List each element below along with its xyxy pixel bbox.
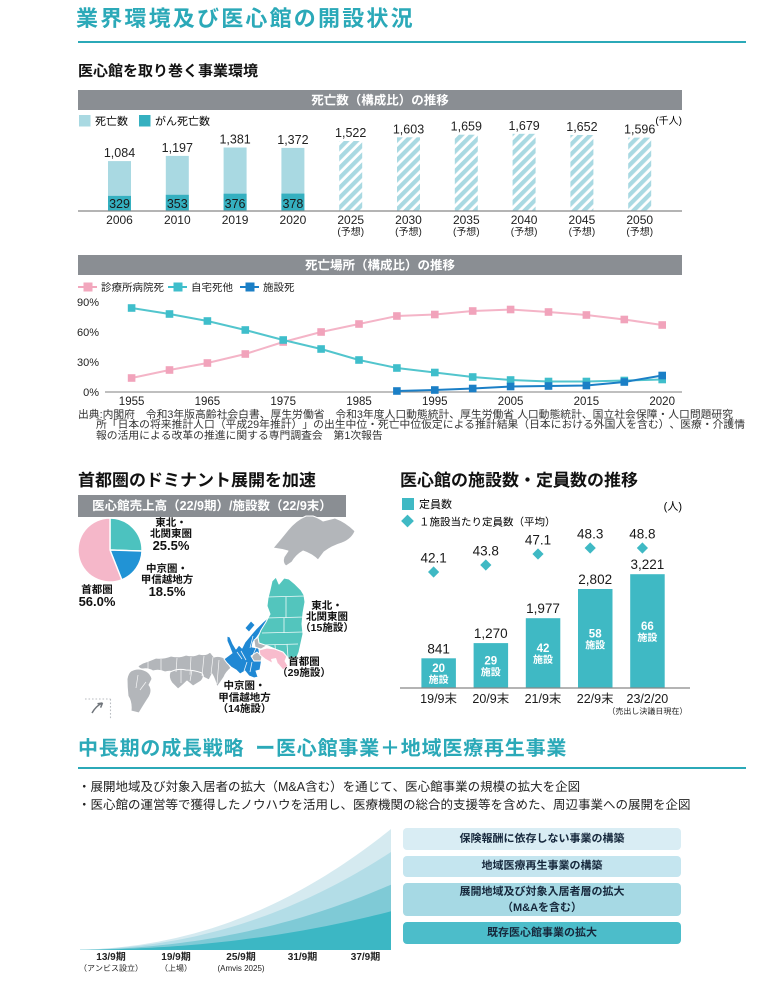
svg-text:1,372: 1,372 <box>277 133 308 147</box>
svg-text:2019: 2019 <box>222 213 249 227</box>
svg-text:20/9末: 20/9末 <box>472 692 509 706</box>
svg-text:自宅死他: 自宅死他 <box>191 282 233 294</box>
svg-text:(千人): (千人) <box>655 115 682 127</box>
svg-text:(予想): (予想) <box>626 226 653 238</box>
svg-text:30%: 30% <box>77 357 99 369</box>
svg-text:2015: 2015 <box>574 396 600 408</box>
svg-text:（売出し決議日現在）: （売出し決議日現在） <box>607 707 687 716</box>
svg-text:48.8: 48.8 <box>629 526 655 541</box>
svg-text:29: 29 <box>484 656 497 668</box>
svg-text:(予想): (予想) <box>511 226 538 238</box>
svg-text:施設: 施設 <box>481 667 501 679</box>
svg-text:90%: 90% <box>77 297 99 309</box>
svg-text:58: 58 <box>589 629 602 641</box>
svg-text:施設: 施設 <box>429 674 449 686</box>
svg-text:がん死亡数: がん死亡数 <box>155 115 210 128</box>
svg-text:1995: 1995 <box>422 396 448 408</box>
svg-text:20: 20 <box>432 663 445 675</box>
svg-text:(予想): (予想) <box>395 226 422 238</box>
svg-text:2006: 2006 <box>106 213 133 227</box>
svg-text:死亡数（構成比）の推移: 死亡数（構成比）の推移 <box>311 94 449 108</box>
svg-text:死亡数: 死亡数 <box>95 115 128 128</box>
svg-text:42: 42 <box>537 643 550 655</box>
svg-text:1,659: 1,659 <box>451 120 482 134</box>
svg-text:42.1: 42.1 <box>420 550 446 565</box>
svg-text:376: 376 <box>225 197 246 211</box>
svg-text:1,603: 1,603 <box>393 122 424 136</box>
svg-text:死亡場所（構成比）の推移: 死亡場所（構成比）の推移 <box>305 259 456 273</box>
svg-text:(予想): (予想) <box>337 226 364 238</box>
svg-text:21/9末: 21/9末 <box>525 692 562 706</box>
svg-text:1,596: 1,596 <box>624 123 655 137</box>
svg-text:2,802: 2,802 <box>578 572 612 587</box>
svg-text:1965: 1965 <box>195 396 221 408</box>
svg-text:48.3: 48.3 <box>577 526 603 541</box>
svg-text:19/9末: 19/9末 <box>420 692 457 706</box>
svg-text:1,197: 1,197 <box>162 141 193 155</box>
svg-text:施設死: 施設死 <box>263 282 295 294</box>
svg-text:(予想): (予想) <box>453 226 480 238</box>
svg-text:2050: 2050 <box>626 213 653 227</box>
svg-text:2045: 2045 <box>569 213 596 227</box>
svg-text:329: 329 <box>109 197 130 211</box>
svg-text:1985: 1985 <box>346 396 372 408</box>
svg-text:2030: 2030 <box>395 213 422 227</box>
svg-text:1,270: 1,270 <box>474 626 508 641</box>
svg-text:1,679: 1,679 <box>508 119 539 133</box>
svg-text:66: 66 <box>641 621 654 633</box>
svg-text:定員数: 定員数 <box>419 498 452 511</box>
svg-text:2025: 2025 <box>337 213 364 227</box>
svg-text:１施設当たり定員数（平均）: １施設当たり定員数（平均） <box>419 517 556 529</box>
svg-text:施設: 施設 <box>585 640 605 652</box>
svg-text:22/9末: 22/9末 <box>577 692 614 706</box>
svg-text:43.8: 43.8 <box>473 543 499 558</box>
svg-text:841: 841 <box>427 641 450 656</box>
svg-text:3,221: 3,221 <box>631 557 665 572</box>
svg-text:2005: 2005 <box>498 396 524 408</box>
svg-text:診療所病院死: 診療所病院死 <box>101 282 164 294</box>
svg-text:1,381: 1,381 <box>219 133 250 147</box>
svg-text:2040: 2040 <box>511 213 538 227</box>
svg-text:353: 353 <box>167 197 188 211</box>
svg-text:47.1: 47.1 <box>525 532 551 547</box>
svg-text:1,084: 1,084 <box>104 146 135 160</box>
svg-text:1,652: 1,652 <box>566 120 597 134</box>
svg-text:1975: 1975 <box>270 396 296 408</box>
svg-text:施設: 施設 <box>637 632 657 644</box>
svg-text:(予想): (予想) <box>569 226 596 238</box>
svg-text:2020: 2020 <box>280 213 307 227</box>
svg-text:1955: 1955 <box>119 396 145 408</box>
svg-text:施設: 施設 <box>533 654 553 666</box>
svg-text:2020: 2020 <box>649 396 675 408</box>
svg-text:2010: 2010 <box>164 213 191 227</box>
svg-text:60%: 60% <box>77 327 99 339</box>
svg-text:23/2/20: 23/2/20 <box>627 692 669 706</box>
svg-text:1,522: 1,522 <box>335 126 366 140</box>
svg-text:(人): (人) <box>664 501 682 513</box>
svg-text:0%: 0% <box>83 387 99 399</box>
svg-text:1,977: 1,977 <box>526 601 560 616</box>
svg-text:2035: 2035 <box>453 213 480 227</box>
svg-text:378: 378 <box>282 197 303 211</box>
